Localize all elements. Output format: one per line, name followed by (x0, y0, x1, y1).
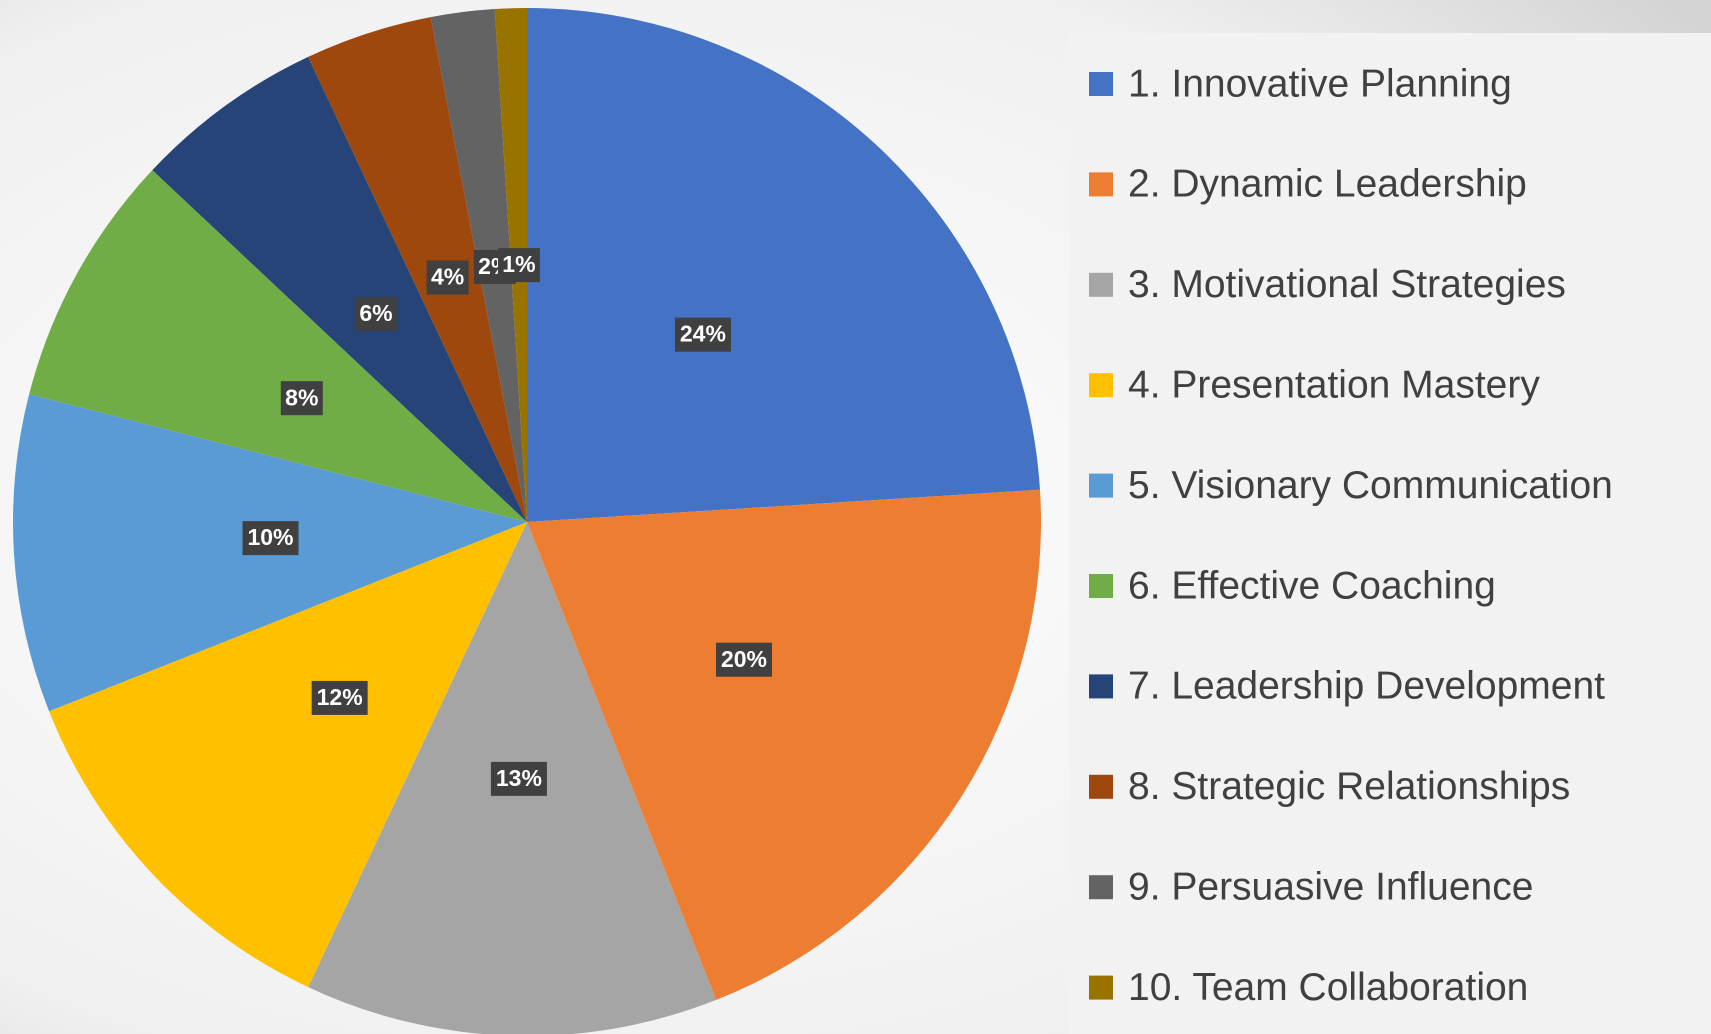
data-label: 20% (721, 646, 767, 672)
legend-swatch (1089, 272, 1113, 297)
data-label: 24% (680, 321, 726, 347)
legend-swatch (1089, 473, 1113, 498)
legend-swatch (1089, 574, 1113, 598)
data-label-box (311, 680, 368, 715)
data-label-box (354, 297, 397, 332)
data-label: 12% (317, 684, 363, 710)
legend-swatch (1089, 875, 1113, 900)
data-label-box (497, 248, 540, 283)
data-label-box (426, 260, 469, 295)
legend-label: 9. Persuasive Influence (1128, 865, 1533, 908)
legend: 1. Innovative Planning 2. Dynamic Leaders… (1089, 62, 1613, 1009)
legend-swatch (1089, 373, 1113, 398)
data-label: 6% (359, 300, 392, 326)
legend-swatch (1089, 774, 1113, 799)
pie-slice (29, 170, 527, 522)
pie-slice (49, 522, 528, 988)
data-label-box (674, 317, 731, 352)
data-label-box (490, 761, 547, 796)
data-label: 13% (496, 765, 542, 791)
data-label: 8% (285, 384, 318, 410)
data-label-box (280, 381, 323, 416)
legend-label: 8. Strategic Relationships (1128, 765, 1570, 808)
legend-label: 6. Effective Coaching (1128, 564, 1496, 607)
pie-slice (527, 489, 1041, 1000)
legend-label: 5. Visionary Communication (1128, 464, 1613, 507)
data-label-box (715, 642, 772, 677)
legend-label: 2. Dynamic Leadership (1128, 163, 1527, 206)
data-labels: 24%20%13%12%10%8%6%4% 2%1% (242, 248, 772, 796)
pie-slice (308, 17, 527, 523)
legend-label: 10. Team Collaboration (1128, 966, 1528, 1009)
legend-box (1069, 33, 1711, 1034)
pie-slice (152, 56, 527, 523)
pie (12, 8, 1041, 1034)
data-label-box (242, 521, 299, 556)
legend-label: 3. Motivational Strategies (1128, 263, 1566, 306)
legend-swatch (1089, 674, 1113, 699)
legend-swatch (1089, 172, 1113, 197)
legend-swatch (1089, 72, 1113, 96)
legend-label: 7. Leadership Development (1128, 665, 1605, 708)
legend-label: 4. Presentation Mastery (1128, 363, 1540, 406)
data-label: 1% (502, 251, 535, 277)
legend-label: 1. Innovative Planning (1128, 62, 1512, 105)
data-label: 10% (247, 524, 293, 550)
data-label: 4% (431, 264, 464, 290)
pie-slice (527, 8, 1040, 522)
legend-swatch (1089, 975, 1113, 1000)
